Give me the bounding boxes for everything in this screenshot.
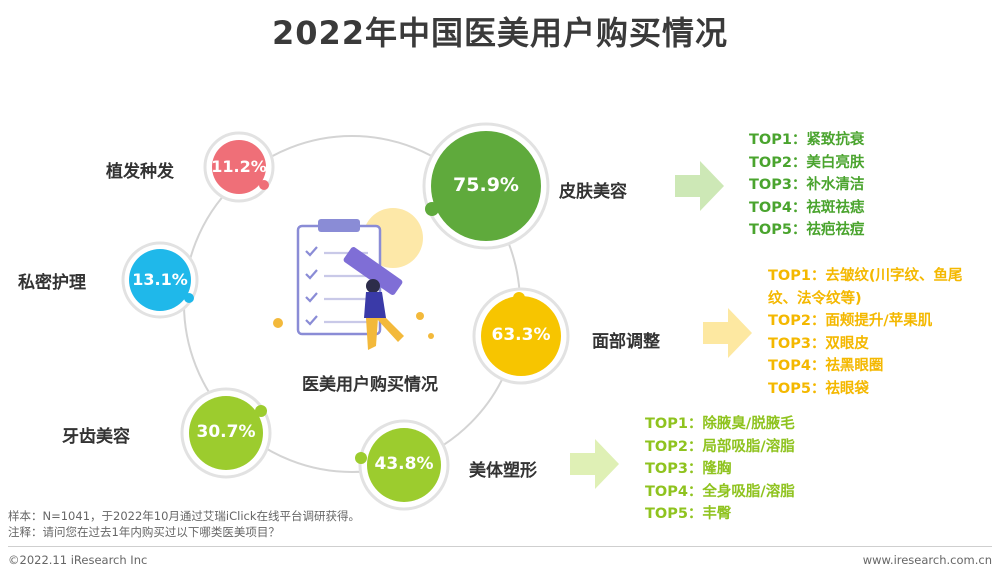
top-list-item: TOP2：局部吸脂/溶脂 (645, 438, 795, 455)
top-list-item: TOP5：祛眼袋 (768, 380, 869, 397)
top-list-item: 纹、法令纹等) (768, 290, 862, 307)
label-face: 面部调整 (592, 332, 660, 352)
bubble-dot-teeth (255, 405, 267, 417)
bubbles-layer (121, 122, 570, 511)
value-label-teeth: 30.7% (196, 421, 256, 442)
arrow-icon (570, 439, 619, 489)
bubble-dot-hair (259, 180, 269, 190)
top-list-item: TOP5：丰臀 (645, 506, 732, 522)
value-label-hair: 11.2% (211, 156, 267, 176)
top-list-item: TOP2：美白亮肤 (749, 154, 865, 171)
top-list-item: TOP2：面颊提升/苹果肌 (768, 313, 933, 329)
top-list-skin: TOP1：紧致抗衰 TOP2：美白亮肤 TOP3：补水清洁 TOP4：祛斑祛痣 TOP5… (749, 129, 864, 242)
clipboard-illustration (273, 208, 434, 350)
bubble-hair (212, 140, 266, 194)
bubble-face (481, 296, 561, 376)
top-list-item: TOP3：双眼皮 (768, 335, 869, 352)
top-list-item: TOP1：去皱纹(川字纹、鱼尾 (768, 268, 963, 284)
bubble-teeth (189, 396, 263, 470)
bubble-body (367, 428, 441, 502)
person-illustration (343, 247, 404, 350)
value-label-private: 13.1% (132, 269, 188, 289)
flower-icon (273, 312, 434, 339)
footer-divider (8, 546, 992, 547)
value-label-body: 43.8% (374, 453, 434, 474)
top-list-item: TOP3：隆胸 (645, 461, 732, 477)
bubble-dot-skin (425, 202, 439, 216)
value-label-face: 63.3% (491, 324, 551, 345)
top-list-item: TOP1：紧致抗衰 (749, 132, 865, 148)
label-hair: 植发种发 (106, 162, 174, 182)
top-list-face: TOP1：去皱纹(川字纹、鱼尾 纹、法令纹等) TOP2：面颊提升/苹果肌 TOP3：… (768, 265, 963, 400)
top-list-body: TOP1：除腋臭/脱腋毛 TOP2：局部吸脂/溶脂 TOP3：隆胸 TOP4：全身吸脂… (645, 413, 795, 526)
label-skin: 皮肤美容 (559, 182, 627, 202)
arrow-icon (675, 161, 724, 211)
top-list-item: TOP1：除腋臭/脱腋毛 (645, 416, 795, 432)
top-list-item: TOP5：祛疤祛痘 (749, 222, 865, 238)
bubble-private (129, 249, 191, 311)
page-title: 2022年中国医美用户购买情况 (271, 14, 729, 52)
top-list-item: TOP4：祛斑祛痣 (749, 199, 865, 216)
value-label-skin: 75.9% (453, 173, 519, 196)
top-list-item: TOP3：补水清洁 (749, 177, 865, 193)
bubble-dot-body (355, 452, 367, 464)
comment-note: 注释：请问您在过去1年内购买过以下哪类医美项目？ (8, 525, 280, 539)
bubble-dot-face (513, 292, 525, 304)
sample-note: 样本：N=1041，于2022年10月通过艾瑞iClick在线平台调研获得。 (8, 509, 360, 523)
label-teeth: 牙齿美容 (62, 427, 130, 447)
top-list-item: TOP4：全身吸脂/溶脂 (645, 483, 795, 500)
arrow-icon (703, 308, 752, 358)
bubble-skin (431, 131, 541, 241)
center-label: 医美用户购买情况 (302, 375, 438, 395)
bubble-dot-private (184, 293, 194, 303)
top-list-item: TOP4：祛黑眼圈 (768, 358, 884, 374)
copyright: ©2022.11 iResearch Inc (8, 553, 148, 567)
website: www.iresearch.com.cn (862, 553, 992, 567)
label-private: 私密护理 (18, 273, 86, 293)
label-body: 美体塑形 (469, 461, 537, 481)
